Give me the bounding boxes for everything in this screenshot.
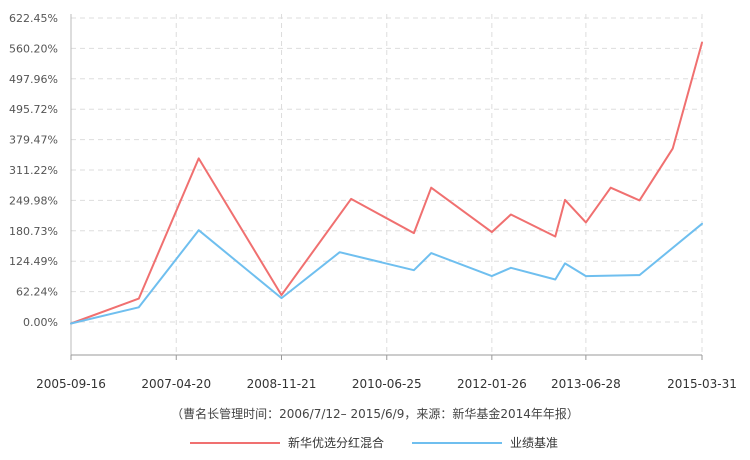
x-tick-label: 2010-06-25 — [352, 377, 422, 391]
series-line-2 — [70, 222, 703, 325]
legend: 新华优选分红混合 业绩基准 — [190, 435, 558, 450]
y-tick-label: 180.73% — [9, 225, 58, 238]
source-note: （曹名长管理时间：2006/7/12– 2015/6/9，来源：新华基金2014… — [171, 406, 579, 421]
y-tick-label: 622.45% — [9, 12, 58, 25]
x-tick-label: 2012-01-26 — [457, 377, 527, 391]
legend-label: 业绩基准 — [510, 436, 558, 450]
grid — [71, 14, 703, 355]
series-lines — [70, 41, 703, 325]
legend-label: 新华优选分红混合 — [288, 435, 384, 450]
series-line-1 — [70, 41, 703, 325]
y-tick-label: 497.96% — [9, 73, 58, 86]
x-tick-label: 2008-11-21 — [247, 377, 317, 391]
x-tick-label: 2007-04-20 — [141, 377, 211, 391]
x-tick-label: 2015-03-31 — [667, 377, 737, 391]
y-tick-label: 311.22% — [9, 164, 58, 177]
x-tick-label: 2013-06-28 — [551, 377, 621, 391]
y-tick-label: 124.49% — [9, 255, 58, 268]
y-tick-label: 62.24% — [16, 286, 58, 299]
y-tick-label: 495.72% — [9, 103, 58, 116]
y-tick-label: 379.47% — [9, 134, 58, 147]
y-tick-label: 249.98% — [9, 194, 58, 207]
y-tick-label: 560.20% — [9, 42, 58, 55]
x-tick-label: 2005-09-16 — [36, 377, 106, 391]
y-tick-label: 0.00% — [23, 316, 58, 329]
axes: 0.00% 62.24% 124.49% 180.73% 249.98% 311.22% 3… — [9, 12, 737, 391]
